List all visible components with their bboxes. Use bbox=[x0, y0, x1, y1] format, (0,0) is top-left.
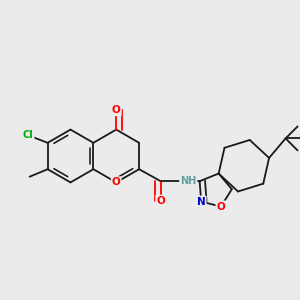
Text: O: O bbox=[217, 202, 225, 212]
Text: Cl: Cl bbox=[23, 130, 34, 140]
Text: NH: NH bbox=[180, 176, 196, 186]
Text: N: N bbox=[197, 196, 206, 207]
Text: O: O bbox=[156, 196, 165, 206]
Text: O: O bbox=[112, 105, 121, 115]
Text: O: O bbox=[112, 177, 121, 188]
